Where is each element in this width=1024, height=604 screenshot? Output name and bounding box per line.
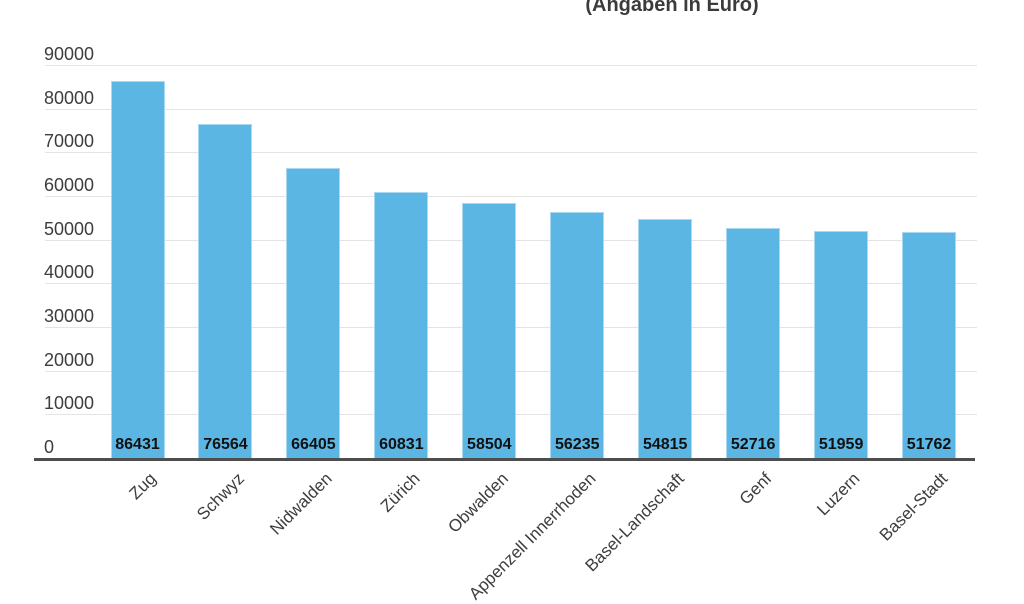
y-tick-label: 80000 (44, 87, 95, 108)
bar-value-label: 66405 (291, 435, 336, 453)
bar-Appenzell Innerrhoden: 56235 (550, 212, 605, 458)
bar-Schwyz: 76564 (198, 123, 253, 458)
y-tick-label: 30000 (44, 306, 95, 326)
y-tick-label: 10000 (44, 393, 95, 414)
x-tick-label: Basel-Stadt (875, 469, 952, 545)
bar-value-label: 60831 (379, 435, 424, 453)
gridline (45, 196, 977, 197)
bar-value-label: 52716 (730, 435, 776, 453)
x-tick-label: Genf (736, 469, 776, 509)
bar-chart: (Angaben in Euro) 0 10000 20000 30000 40000 5… (34, 0, 977, 603)
bar-value-label: 54815 (642, 435, 688, 453)
x-tick-label: Zug (125, 469, 160, 504)
bar-value-label: 51762 (906, 435, 952, 453)
y-tick-label: 0 (44, 437, 55, 457)
y-tick-label: 40000 (44, 262, 95, 283)
gridline (45, 65, 977, 66)
bar-Luzern: 51959 (814, 231, 869, 458)
x-tick-label: Luzern (813, 469, 864, 520)
bar-value-label: 56235 (555, 435, 600, 453)
bar-Obwalden: 58504 (462, 202, 517, 458)
x-axis-line (34, 457, 975, 461)
bar-Basel-Landschaft: 54815 (638, 218, 693, 458)
bar-Zürich: 60831 (374, 192, 429, 458)
x-tick-label: Schwyz (193, 469, 248, 524)
x-tick-label: Zürich (376, 469, 424, 516)
bar-Nidwalden: 66405 (286, 168, 341, 458)
y-tick-label: 60000 (44, 175, 95, 195)
x-tick-label: Nidwalden (266, 469, 336, 539)
x-tick-label: Obwalden (444, 469, 512, 537)
y-tick-label: 20000 (44, 349, 95, 370)
bar-Zug: 86431 (110, 80, 165, 458)
chart-subtitle: (Angaben in Euro) (585, 0, 759, 16)
bar-value-label: 86431 (115, 435, 160, 453)
gridline (45, 152, 977, 154)
bar-value-label: 76564 (203, 435, 248, 453)
y-tick-label: 90000 (44, 44, 95, 64)
bar-value-label: 58504 (467, 435, 512, 453)
y-tick-label: 70000 (44, 131, 95, 152)
gridline (45, 108, 977, 110)
bar-Basel-Stadt: 51762 (902, 231, 957, 458)
y-tick-label: 50000 (44, 218, 95, 239)
bar-value-label: 51959 (818, 435, 864, 453)
bar-Genf: 52716 (726, 227, 781, 458)
